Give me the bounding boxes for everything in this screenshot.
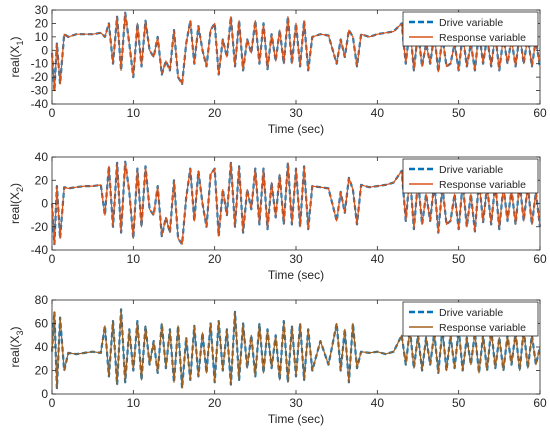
y-tick-label: 40 <box>35 150 49 164</box>
x-tick-label: 40 <box>371 252 385 266</box>
y-tick-label: 40 <box>35 340 49 354</box>
y-axis-label-main: real(X <box>8 192 22 224</box>
x-tick-label: 50 <box>452 396 466 410</box>
x-axis-label: Time (sec) <box>268 122 324 136</box>
x-tick-label: 10 <box>127 106 141 120</box>
legend: Drive variable Response variable <box>402 11 539 47</box>
x-tick-label: 30 <box>289 252 303 266</box>
series-line-response <box>51 161 541 245</box>
y-tick-label: 30 <box>35 3 49 17</box>
legend-label-drive: Drive variable <box>439 17 503 29</box>
x-tick-label: 0 <box>49 252 56 266</box>
legend-label-response: Response variable <box>439 32 526 44</box>
x-tick-label: 20 <box>208 252 222 266</box>
x-tick-label: 60 <box>533 396 547 410</box>
y-tick-label: 20 <box>35 16 49 30</box>
y-axis-label-main: real(X <box>8 336 22 368</box>
legend-label-drive: Drive variable <box>439 307 503 319</box>
x-tick-label: 40 <box>371 396 385 410</box>
y-axis-label-end: ) <box>8 183 22 187</box>
y-axis-label-subscript: 3 <box>15 330 25 335</box>
x-tick-label: 30 <box>289 106 303 120</box>
x-axis-label: Time (sec) <box>268 412 324 426</box>
x-axis-label: Time (sec) <box>268 268 324 282</box>
y-tick-label: -10 <box>31 57 49 71</box>
x-tick-label: 50 <box>452 106 466 120</box>
y-axis-label-end: ) <box>8 326 22 330</box>
legend: Drive variable Response variable <box>402 158 539 194</box>
x-tick-label: 10 <box>127 396 141 410</box>
y-tick-label: 20 <box>35 364 49 378</box>
x-tick-label: 10 <box>127 252 141 266</box>
y-axis-label-main: real(X <box>8 46 22 78</box>
y-tick-label: -40 <box>31 97 49 111</box>
y-tick-label: 60 <box>35 317 49 331</box>
y-tick-label: -20 <box>31 70 49 84</box>
legend-label-drive: Drive variable <box>439 164 503 176</box>
x-tick-label: 50 <box>452 252 466 266</box>
y-axis-label: real(X2) <box>8 183 25 224</box>
y-axis-label: real(X3) <box>8 326 25 367</box>
y-axis-label-end: ) <box>8 36 22 40</box>
panel-3: 0 10 20 30 40 50 60 0 20 40 60 80 Time (sec) real(X3)… <box>8 293 547 426</box>
legend-label-response: Response variable <box>439 179 526 191</box>
y-tick-label: 10 <box>35 30 49 44</box>
y-tick-label: -30 <box>31 84 49 98</box>
series-line-response <box>51 308 541 389</box>
y-tick-label: 0 <box>41 197 48 211</box>
legend-box <box>402 11 539 47</box>
y-axis-label-subscript: 1 <box>15 40 25 45</box>
y-axis-label: real(X1) <box>8 36 25 77</box>
series-line-response <box>51 12 541 92</box>
legend-label-response: Response variable <box>439 322 526 334</box>
y-axis-label-subscript: 2 <box>15 187 25 192</box>
legend-box <box>402 301 539 337</box>
panel-2: 0 10 20 30 40 50 60 -40 -20 0 20 40 Time (sec) real(X… <box>8 150 547 282</box>
x-tick-label: 30 <box>289 396 303 410</box>
legend: Drive variable Response variable <box>402 301 539 337</box>
y-tick-label: -40 <box>31 243 49 257</box>
x-tick-label: 0 <box>49 106 56 120</box>
y-tick-label: 0 <box>41 43 48 57</box>
x-tick-label: 20 <box>208 396 222 410</box>
legend-box <box>402 158 539 194</box>
y-tick-label: 0 <box>41 387 48 401</box>
x-tick-label: 20 <box>208 106 222 120</box>
y-tick-label: -20 <box>31 220 49 234</box>
y-tick-label: 20 <box>35 173 49 187</box>
x-tick-label: 60 <box>533 252 547 266</box>
y-tick-label: 80 <box>35 293 49 307</box>
x-tick-label: 40 <box>371 106 385 120</box>
x-tick-label: 60 <box>533 106 547 120</box>
x-tick-label: 0 <box>49 396 56 410</box>
